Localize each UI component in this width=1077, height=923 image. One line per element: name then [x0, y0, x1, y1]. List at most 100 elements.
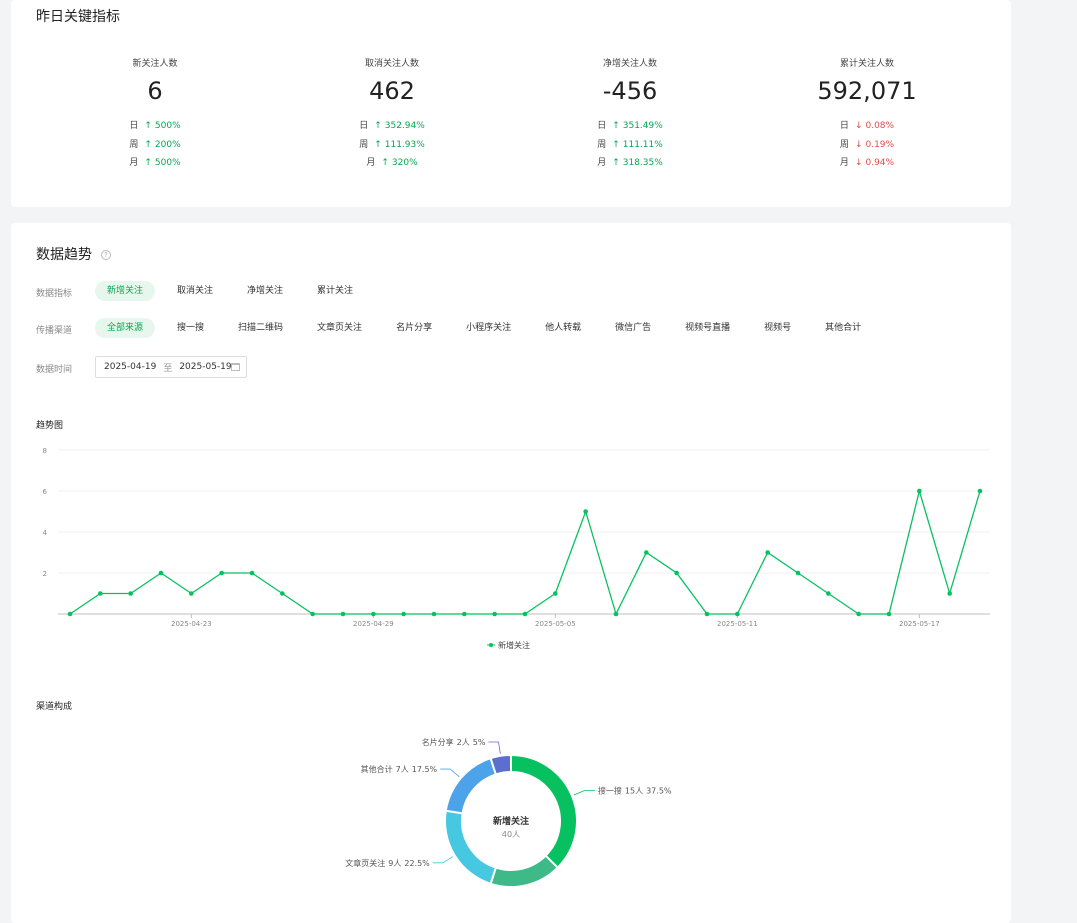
- filter-chip[interactable]: 视频号: [764, 323, 792, 333]
- key-metrics-title: 昨日关键指标: [36, 9, 120, 25]
- data-point[interactable]: [886, 611, 892, 617]
- slice-name: 其他合计: [361, 764, 393, 774]
- comparison-row: 周 ↑ 111.11%: [510, 136, 750, 155]
- donut-slice[interactable]: [489, 854, 560, 888]
- comparison-percent: 318.35%: [622, 158, 663, 168]
- donut-slice[interactable]: [444, 756, 498, 815]
- slice-label-line: [573, 789, 595, 796]
- data-point[interactable]: [310, 611, 315, 617]
- data-point[interactable]: [553, 591, 558, 596]
- comparison-row: 周 ↑ 200%: [35, 136, 275, 155]
- data-point[interactable]: [674, 570, 679, 576]
- data-point[interactable]: [67, 611, 73, 617]
- data-point[interactable]: [98, 591, 103, 596]
- data-point[interactable]: [128, 591, 133, 596]
- trend-chart-title: 趋势图: [36, 421, 64, 431]
- comparison-row: 月 ↓ 0.94%: [747, 154, 987, 173]
- y-tick-label: 6: [43, 488, 48, 496]
- metric-comparisons: 日 ↑ 351.49% 周 ↑ 111.11% 月 ↑ 318.35%: [510, 117, 750, 173]
- date-start[interactable]: 2025-04-19: [104, 362, 157, 372]
- data-point[interactable]: [431, 611, 437, 617]
- data-point[interactable]: [340, 611, 346, 617]
- filter-chip[interactable]: 净增关注: [247, 286, 284, 296]
- filter-chip[interactable]: 取消关注: [177, 286, 214, 296]
- filter-chip[interactable]: 全部来源: [95, 318, 156, 338]
- legend-label[interactable]: 新增关注: [498, 640, 530, 650]
- donut-slice[interactable]: [444, 809, 498, 886]
- data-trend-card: 数据趋势 ? 数据指标 新增关注 取消关注 净增关注 累计关注 传播渠道 全部来源 搜一…: [11, 223, 1011, 923]
- comparison-percent: 352.94%: [384, 121, 425, 131]
- data-point[interactable]: [735, 611, 740, 617]
- arrow-up-icon: ↑: [144, 139, 152, 150]
- arrow-up-icon: ↑: [612, 121, 620, 131]
- data-point[interactable]: [158, 570, 164, 576]
- arrow-up-icon: ↑: [612, 158, 620, 168]
- data-point[interactable]: [795, 570, 801, 576]
- data-point[interactable]: [189, 591, 194, 596]
- metric-value: 6: [147, 77, 163, 105]
- data-point[interactable]: [977, 488, 983, 494]
- slice-pct: 22.5%: [404, 859, 430, 868]
- data-point[interactable]: [765, 550, 770, 555]
- slice-name: 文章页关注: [345, 858, 385, 868]
- metric-comparisons: 日 ↑ 500% 周 ↑ 200% 月 ↑ 500%: [35, 117, 275, 173]
- comparison-change: ↑ 111.11%: [612, 140, 663, 150]
- data-point[interactable]: [280, 591, 285, 596]
- comparison-change: ↓ 0.08%: [855, 121, 894, 131]
- comparison-period: 日: [839, 121, 849, 131]
- arrow-up-icon: ↑: [144, 121, 152, 131]
- comparison-period: 周: [839, 139, 849, 150]
- data-point[interactable]: [826, 591, 831, 596]
- comparison-period: 日: [129, 121, 139, 131]
- comparison-period: 月: [597, 158, 607, 168]
- filter-chip[interactable]: 搜一搜: [177, 323, 205, 333]
- filter-chip[interactable]: 微信广告: [615, 323, 652, 333]
- data-point[interactable]: [462, 611, 467, 617]
- data-point[interactable]: [219, 570, 224, 576]
- filter-chip[interactable]: 其他合计: [825, 323, 862, 333]
- date-range-picker[interactable]: 2025-04-19 至 2025-05-19: [95, 356, 247, 378]
- comparison-period: 日: [359, 121, 369, 131]
- date-separator: 至: [163, 363, 173, 374]
- arrow-down-icon: ↓: [854, 121, 863, 131]
- question-circle-icon[interactable]: ?: [101, 250, 111, 260]
- data-point[interactable]: [522, 611, 528, 617]
- data-point[interactable]: [492, 611, 497, 617]
- slice-name: 搜一搜: [598, 785, 622, 795]
- filter-chip[interactable]: 扫描二维码: [238, 323, 284, 333]
- comparison-period: 日: [597, 121, 607, 131]
- filter-chip[interactable]: 文章页关注: [317, 323, 363, 333]
- data-point[interactable]: [947, 591, 952, 596]
- filter-chip[interactable]: 新增关注: [95, 281, 156, 301]
- data-point[interactable]: [583, 509, 588, 514]
- comparison-row: 周 ↑ 111.93%: [272, 136, 512, 155]
- slice-label-line: [488, 741, 501, 754]
- metric-block: 累计关注人数 592,071 日 ↓ 0.08% 周 ↓ 0.19% 月 ↓ 0.94%: [747, 58, 987, 173]
- comparison-percent: 320%: [391, 158, 418, 168]
- filter-chip[interactable]: 累计关注: [317, 286, 354, 296]
- arrow-down-icon: ↓: [854, 139, 863, 150]
- donut-center-label: 新增关注: [493, 815, 529, 827]
- comparison-row: 月 ↑ 318.35%: [510, 154, 750, 173]
- filter-chip[interactable]: 视频号直播: [685, 323, 731, 333]
- data-point[interactable]: [704, 611, 710, 617]
- donut-slice[interactable]: [510, 753, 578, 870]
- filter-chip[interactable]: 名片分享: [396, 323, 433, 333]
- data-point[interactable]: [644, 550, 649, 555]
- x-tick-label: 2025-05-11: [717, 620, 758, 628]
- filter-chip[interactable]: 他人转载: [545, 323, 582, 333]
- data-point[interactable]: [249, 570, 255, 576]
- data-point[interactable]: [917, 488, 922, 494]
- comparison-period: 月: [839, 158, 849, 168]
- donut-slice[interactable]: [489, 753, 512, 776]
- data-point[interactable]: [856, 611, 861, 617]
- data-point[interactable]: [401, 611, 406, 617]
- data-trend-title: 数据趋势: [36, 247, 92, 263]
- filter-chip[interactable]: 小程序关注: [466, 323, 512, 333]
- calendar-icon[interactable]: [231, 363, 240, 371]
- data-point[interactable]: [613, 611, 619, 617]
- data-point[interactable]: [371, 611, 376, 617]
- comparison-change: ↑ 500%: [144, 158, 180, 168]
- key-metrics-card: 昨日关键指标 新关注人数 6 日 ↑ 500% 周 ↑ 200% 月 ↑ 500% 取消关注人数 462…: [11, 0, 1011, 207]
- date-end[interactable]: 2025-05-19: [179, 362, 232, 372]
